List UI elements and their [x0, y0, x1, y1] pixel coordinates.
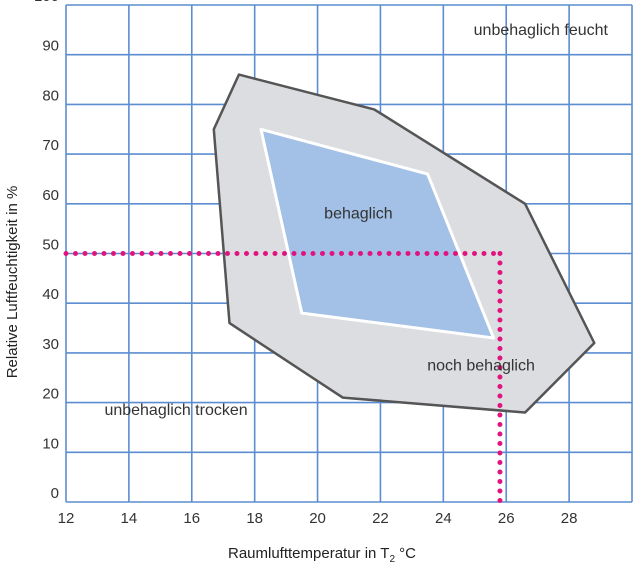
zone-label-behaglich: behaglich [324, 206, 393, 223]
x-tick-label: 12 [58, 510, 75, 527]
x-axis-title: Raumlufttemperatur in T2 °C [228, 545, 416, 565]
x-tick-label: 14 [121, 510, 138, 527]
y-tick-label: 40 [42, 286, 59, 303]
y-tick-label: 30 [42, 336, 59, 353]
x-tick-label: 16 [183, 510, 200, 527]
comfort-regions [212, 73, 596, 414]
x-tick-label: 22 [372, 510, 389, 527]
y-tick-label: 70 [42, 137, 59, 154]
x-tick-label: 24 [435, 510, 452, 527]
y-tick-label: 60 [42, 187, 59, 204]
y-tick-label: 0 [51, 485, 59, 502]
reference-lines [63, 251, 503, 505]
region-behaglich [259, 127, 496, 340]
zone-label-noch-behaglich: noch behaglich [427, 357, 535, 374]
x-tick-label: 26 [498, 510, 515, 527]
tick-labels: 0 10 20 30 40 50 60 70 80 90 100 12 14 16 18 20 22 24 26 28 [34, 0, 577, 527]
y-tick-label: 100 [34, 0, 59, 5]
zone-labels: unbehaglich feucht behaglich noch behaglic… [104, 22, 608, 419]
y-tick-label: 80 [42, 87, 59, 104]
y-tick-label: 90 [42, 38, 59, 55]
y-axis-title: Relative Luftfeuchtigkeit in % [4, 186, 21, 379]
y-tick-label: 10 [42, 435, 59, 452]
zone-label-unbehaglich-feucht: unbehaglich feucht [474, 22, 609, 39]
zone-label-unbehaglich-trocken: unbehaglich trocken [104, 402, 247, 419]
x-tick-label: 18 [246, 510, 263, 527]
y-tick-label: 50 [42, 237, 59, 254]
x-tick-label: 20 [309, 510, 326, 527]
x-tick-label: 28 [561, 510, 578, 527]
y-tick-label: 20 [42, 386, 59, 403]
